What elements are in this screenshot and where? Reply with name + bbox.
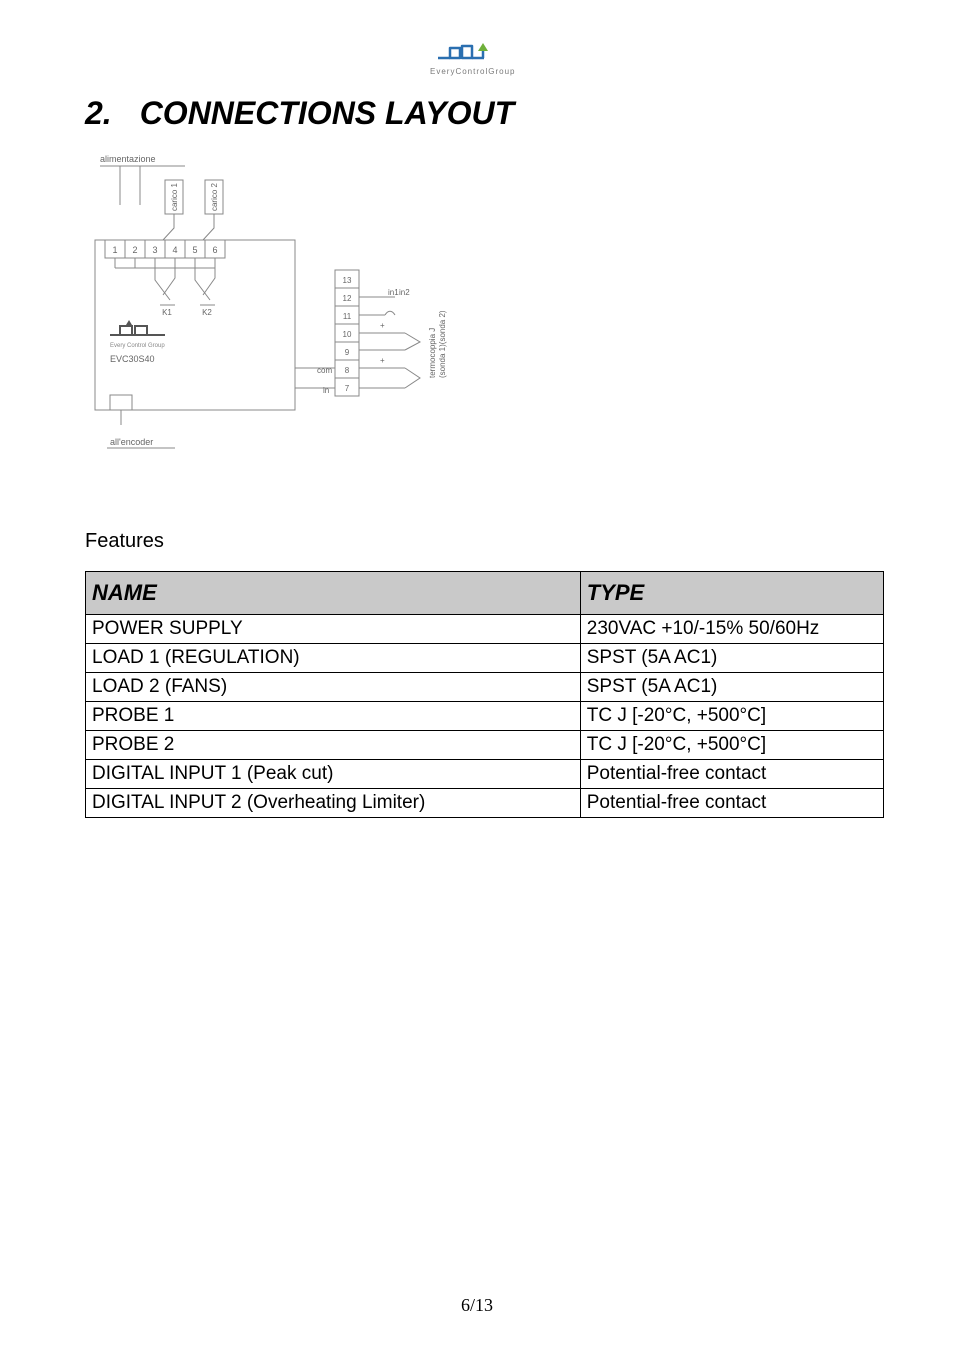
svg-text:4: 4	[172, 245, 177, 255]
com-label: com	[317, 366, 332, 375]
alimentazione-label: alimentazione	[100, 154, 156, 164]
svg-text:8: 8	[345, 366, 350, 375]
svg-text:1: 1	[112, 245, 117, 255]
svg-text:3: 3	[152, 245, 157, 255]
carico1-label: carico 1	[170, 182, 179, 211]
right-terminal-column: 13 12 11 10 9 8 7	[335, 270, 359, 396]
connections-diagram: alimentazione carico 1 carico 2	[85, 150, 884, 475]
k1-label: K1	[162, 308, 172, 317]
svg-text:6: 6	[212, 245, 217, 255]
tc-label2: (sonda 1)(sonda 2)	[438, 310, 447, 378]
svg-text:10: 10	[343, 330, 352, 339]
section-number: 2.	[85, 95, 112, 132]
tc-label1: termocoppia J	[428, 328, 437, 378]
table-row: LOAD 1 (REGULATION) SPST (5A AC1)	[86, 644, 884, 673]
section-title-text: CONNECTIONS LAYOUT	[140, 95, 515, 132]
table-row: POWER SUPPLY 230VAC +10/-15% 50/60Hz	[86, 615, 884, 644]
table-row: LOAD 2 (FANS) SPST (5A AC1)	[86, 673, 884, 702]
logo-caption-svg: EveryControlGroup	[430, 67, 515, 76]
svg-text:2: 2	[132, 245, 137, 255]
carico2-label: carico 2	[210, 182, 219, 211]
svg-text:in2: in2	[399, 288, 410, 297]
page-number: 6/13	[0, 1295, 954, 1316]
model-label: EVC30S40	[110, 354, 155, 364]
in-label: in	[323, 386, 329, 395]
table-row: PROBE 2 TC J [-20°C, +500°C]	[86, 731, 884, 760]
th-type: TYPE	[580, 572, 883, 615]
table-row: DIGITAL INPUT 2 (Overheating Limiter) Po…	[86, 789, 884, 818]
svg-text:in1: in1	[388, 288, 399, 297]
svg-text:11: 11	[343, 312, 352, 321]
svg-text:7: 7	[345, 384, 350, 393]
svg-text:12: 12	[343, 294, 352, 303]
svg-text:+: +	[380, 321, 385, 330]
th-name: NAME	[86, 572, 581, 615]
features-heading: Features	[85, 530, 884, 553]
encoder-label: all'encoder	[110, 437, 153, 447]
features-table: NAME TYPE POWER SUPPLY 230VAC +10/-15% 5…	[85, 571, 884, 818]
svg-text:9: 9	[345, 348, 350, 357]
inner-logo: Every Control Group	[110, 320, 165, 349]
svg-text:+: +	[380, 356, 385, 365]
k2-label: K2	[202, 308, 212, 317]
svg-text:5: 5	[192, 245, 197, 255]
top-terminal-row: 1 2 3 4 5 6	[105, 240, 225, 258]
top-logo: EveryControlGroup	[85, 40, 884, 85]
svg-text:Every Control Group: Every Control Group	[110, 343, 165, 349]
svg-text:13: 13	[343, 276, 352, 285]
section-title: 2. CONNECTIONS LAYOUT	[85, 95, 884, 132]
table-row: DIGITAL INPUT 1 (Peak cut) Potential-fre…	[86, 760, 884, 789]
table-row: PROBE 1 TC J [-20°C, +500°C]	[86, 702, 884, 731]
